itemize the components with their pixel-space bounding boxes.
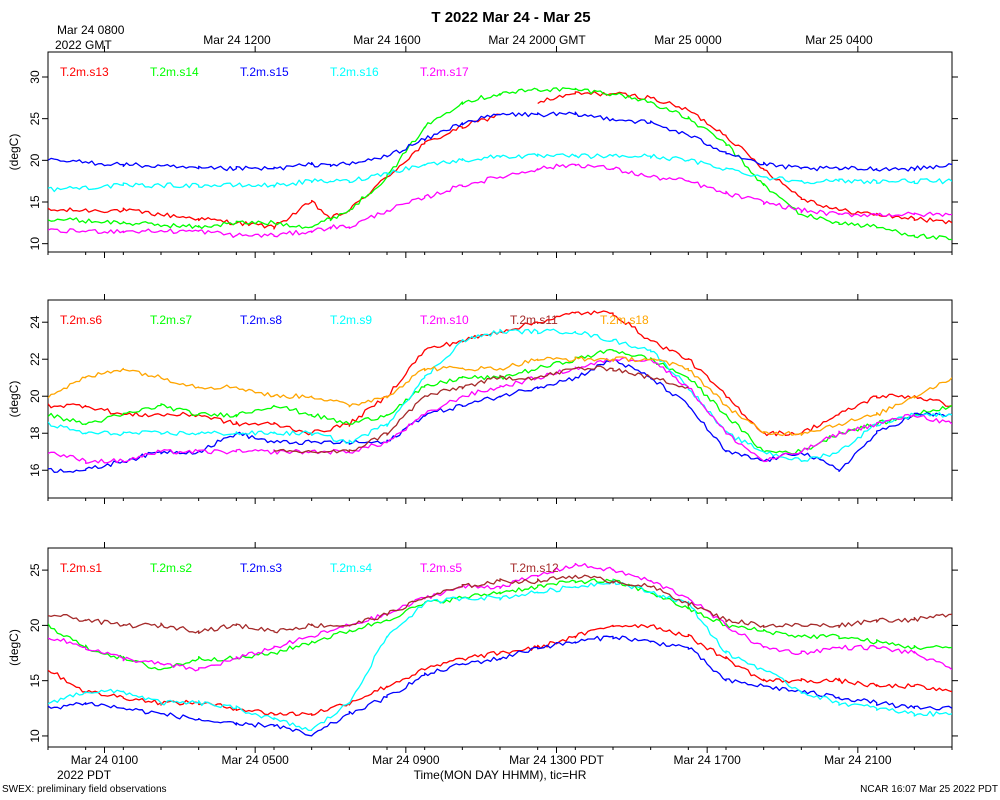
series-line-t-2m-s2 [48,578,952,671]
series-line-t-2m-s12 [48,574,952,634]
legend-entry: T.2m.s6 [60,313,102,327]
y-tick-label: 18 [28,426,42,440]
y-tick-label: 22 [28,352,42,366]
y-tick-label: 20 [28,153,42,167]
y-axis-label: (degC) [7,134,21,171]
bottom-axis-ticks: Mar 24 0100 Mar 24 0500 Mar 24 0900 Mar 24 … [71,753,892,767]
top-tick-label: Mar 25 0400 [805,33,873,47]
legend-entry: T.2m.s5 [420,561,462,575]
legend-entry: T.2m.s9 [330,313,372,327]
series-line-t-2m-s10 [48,356,952,464]
bottom-axis-year-label: 2022 PDT [57,768,112,782]
bottom-tick-label: Mar 24 0900 [372,753,440,767]
series-line-t-2m-s3 [48,635,952,737]
y-axis-label: (degC) [7,629,21,666]
series-line-t-2m-s11 [273,365,689,454]
y-tick-label: 16 [28,463,42,477]
y-tick-label: 30 [28,70,42,84]
legend-entry: T.2m.s17 [420,65,469,79]
y-tick-label: 10 [28,729,42,743]
y-tick-label: 15 [28,674,42,688]
series-line-t-2m-s18 [48,356,952,437]
series-line-t-2m-s7 [48,348,952,455]
y-tick-label: 10 [28,237,42,251]
legend-entry: T.2m.s16 [330,65,379,79]
top-tick-label: Mar 24 1200 [203,33,271,47]
x-axis-label: Time(MON DAY HHMM), tic=HR [414,768,587,782]
legend-entry: T.2m.s4 [330,561,372,575]
bottom-tick-label: Mar 24 2100 [824,753,892,767]
top-axis-first-tick-label: Mar 24 0800 [57,23,125,37]
panel-top: 10 15 20 25 30 (degC) T.2m.s13 T.2m.s14 T.2m.s15… [7,46,958,258]
bottom-tick-label: Mar 24 1300 PDT [509,753,604,767]
series-line-t-2m-s9 [48,328,952,462]
legend-entry: T.2m.s13 [60,65,109,79]
plot-frame [47,51,953,253]
series-line-t-2m-s15 [48,111,952,172]
series-line-t-2m-s13-late- [537,90,952,225]
legend-entry: T.2m.s1 [60,561,102,575]
series-line-t-2m-s5 [48,562,952,672]
legend-entry: T.2m.s10 [420,313,469,327]
y-tick-label: 15 [28,195,42,209]
footer-left: SWEX: preliminary field observations [2,784,167,795]
legend-entry: T.2m.s15 [240,65,289,79]
series-line-t-2m-s4 [48,579,952,732]
footer-right: NCAR 16:07 Mar 25 2022 PDT [860,784,998,795]
legend-entry: T.2m.s14 [150,65,199,79]
legend-entry: T.2m.s3 [240,561,282,575]
top-axis-ticks: Mar 24 1200 Mar 24 1600 Mar 24 2000 GMT Mar… [203,33,873,47]
series-line-t-2m-s16 [48,153,952,193]
plot-frame [47,547,953,748]
y-tick-label: 25 [28,563,42,577]
panel-middle: 16 18 20 22 24 (degC) T.2m.s6 T.2m.s7 T.2m.s8 T.2… [7,294,958,504]
legend-entry: T.2m.s18 [600,313,649,327]
series-line-t-2m-s13 [48,113,501,230]
bottom-tick-label: Mar 24 0100 [71,753,139,767]
legend-entry: T.2m.s11 [510,313,558,327]
top-tick-label: Mar 24 1600 [353,33,421,47]
bottom-tick-label: Mar 24 1700 [673,753,741,767]
panel-bottom: 10 15 20 25 (degC) T.2m.s1 T.2m.s2 T.2m.s3 T.2m.… [7,542,958,753]
legend-entry: T.2m.s8 [240,313,282,327]
legend-entry: T.2m.s12 [510,561,559,575]
y-tick-label: 20 [28,618,42,632]
top-tick-label: Mar 25 0000 [654,33,722,47]
legend-entry: T.2m.s2 [150,561,192,575]
top-tick-label: Mar 24 2000 GMT [488,33,586,47]
legend-entry: T.2m.s7 [150,313,192,327]
y-axis-label: (degC) [7,381,21,418]
y-tick-label: 25 [28,112,42,126]
top-axis-year-label: 2022 GMT [55,38,112,52]
chart-title: T 2022 Mar 24 - Mar 25 [431,9,590,26]
y-tick-label: 24 [28,315,42,329]
series-line-t-2m-s14 [48,87,952,241]
y-tick-label: 20 [28,389,42,403]
series-line-t-2m-s17 [48,163,952,238]
series-line-t-2m-s1 [48,624,952,717]
bottom-tick-label: Mar 24 0500 [221,753,289,767]
